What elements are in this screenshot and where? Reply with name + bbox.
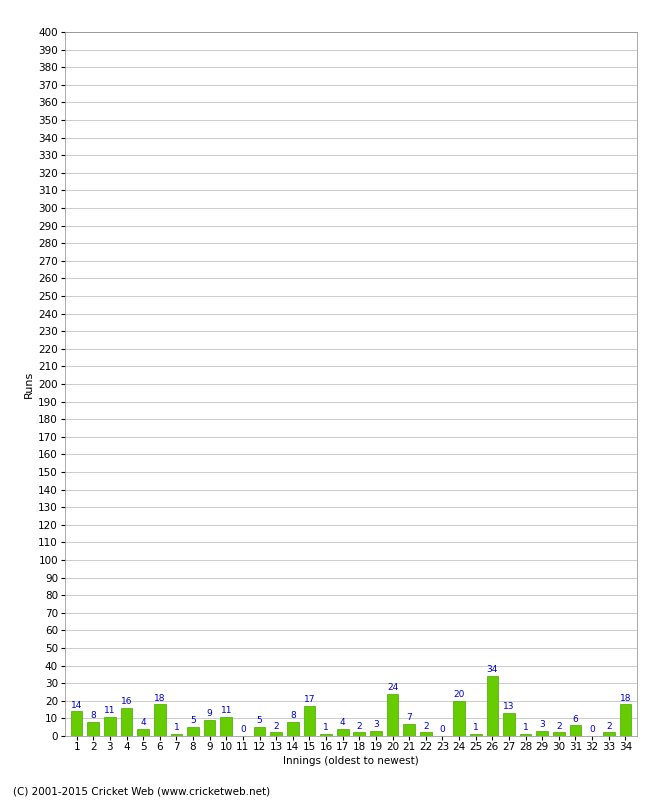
Bar — [137, 729, 149, 736]
Text: 5: 5 — [190, 717, 196, 726]
Text: 0: 0 — [240, 726, 246, 734]
Text: 9: 9 — [207, 710, 213, 718]
Bar — [104, 717, 116, 736]
Bar — [520, 734, 532, 736]
Bar — [187, 727, 199, 736]
Text: 18: 18 — [619, 694, 631, 702]
Text: 11: 11 — [220, 706, 232, 715]
Text: 7: 7 — [406, 713, 412, 722]
Text: 5: 5 — [257, 717, 263, 726]
Text: 2: 2 — [423, 722, 428, 730]
Bar — [536, 730, 548, 736]
Text: 1: 1 — [473, 723, 478, 733]
Bar — [503, 713, 515, 736]
Text: 2: 2 — [356, 722, 362, 730]
Bar — [603, 733, 614, 736]
Bar — [354, 733, 365, 736]
Text: 17: 17 — [304, 695, 315, 704]
Bar — [470, 734, 482, 736]
Text: 2: 2 — [606, 722, 612, 730]
Text: 3: 3 — [540, 720, 545, 729]
Text: 16: 16 — [121, 697, 132, 706]
Text: 8: 8 — [290, 711, 296, 720]
Text: 11: 11 — [104, 706, 116, 715]
Text: 1: 1 — [323, 723, 329, 733]
Bar — [370, 730, 382, 736]
Text: 8: 8 — [90, 711, 96, 720]
Text: 1: 1 — [174, 723, 179, 733]
Text: 2: 2 — [274, 722, 279, 730]
Text: 34: 34 — [487, 666, 498, 674]
Text: 2: 2 — [556, 722, 562, 730]
Bar — [71, 711, 83, 736]
Bar — [220, 717, 232, 736]
Bar — [486, 676, 498, 736]
Text: 20: 20 — [454, 690, 465, 699]
Y-axis label: Runs: Runs — [24, 370, 34, 398]
Text: 0: 0 — [439, 726, 445, 734]
Bar — [254, 727, 265, 736]
Bar — [404, 724, 415, 736]
Text: 4: 4 — [140, 718, 146, 727]
Text: 3: 3 — [373, 720, 379, 729]
Text: 1: 1 — [523, 723, 528, 733]
Bar — [553, 733, 565, 736]
Text: (C) 2001-2015 Cricket Web (www.cricketweb.net): (C) 2001-2015 Cricket Web (www.cricketwe… — [13, 786, 270, 796]
Bar — [154, 704, 166, 736]
Bar — [287, 722, 298, 736]
Bar — [204, 720, 216, 736]
Bar — [569, 726, 581, 736]
Bar — [88, 722, 99, 736]
Text: 18: 18 — [154, 694, 166, 702]
Bar — [121, 708, 133, 736]
Bar — [387, 694, 398, 736]
Bar — [170, 734, 182, 736]
Text: 13: 13 — [503, 702, 515, 711]
Text: 14: 14 — [71, 701, 83, 710]
Bar — [619, 704, 631, 736]
Text: 4: 4 — [340, 718, 346, 727]
Text: 24: 24 — [387, 683, 398, 692]
Text: 6: 6 — [573, 714, 578, 724]
Bar — [453, 701, 465, 736]
X-axis label: Innings (oldest to newest): Innings (oldest to newest) — [283, 756, 419, 766]
Bar — [270, 733, 282, 736]
Text: 0: 0 — [590, 726, 595, 734]
Bar — [337, 729, 348, 736]
Bar — [304, 706, 315, 736]
Bar — [320, 734, 332, 736]
Bar — [420, 733, 432, 736]
